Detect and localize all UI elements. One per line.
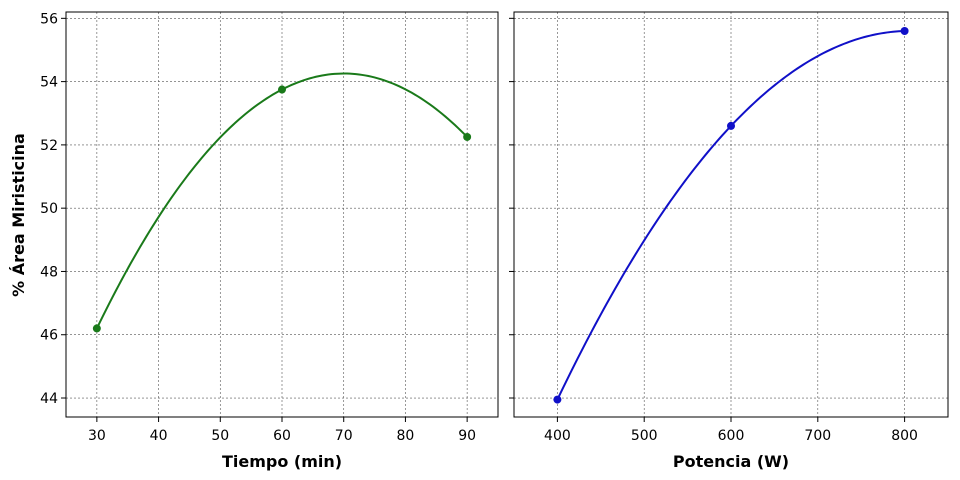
power-panel: 400 500 600 700 800 Potencia (W): [509, 11, 949, 471]
y-tick-label: 56: [40, 11, 58, 27]
y-tick-label: 48: [40, 264, 58, 280]
data-point: [278, 85, 286, 94]
y-tick-label: 52: [40, 138, 58, 154]
y-tick-label: 44: [40, 391, 58, 407]
y-tick-label: 50: [40, 201, 58, 217]
x-tick-label: 500: [631, 428, 658, 444]
x-tick-label: 400: [544, 428, 571, 444]
x-tick-label: 80: [397, 428, 415, 444]
y-tick-label: 54: [40, 75, 58, 91]
x-axis-label: Potencia (W): [673, 452, 789, 471]
y-tick-label: 46: [40, 328, 58, 344]
time-panel: 30 40 50 60 70 80 90 44 46 48 50 52 54 56 Tiempo (min): [40, 11, 499, 471]
x-tick-label: 50: [211, 428, 229, 444]
data-point: [463, 132, 472, 141]
y-axis-label: % Área Miristicina: [9, 133, 28, 297]
x-tick-label: 600: [718, 428, 745, 444]
x-tick-label: 40: [150, 428, 168, 444]
x-tick-label: 70: [335, 428, 353, 444]
data-point: [900, 26, 909, 35]
shared-y-axis-label-group: % Área Miristicina: [9, 133, 28, 297]
x-tick-label: 700: [804, 428, 831, 444]
x-tick-label: 800: [891, 428, 918, 444]
data-point: [92, 324, 101, 333]
x-tick-label: 90: [458, 428, 476, 444]
x-axis-label: Tiempo (min): [222, 452, 342, 471]
x-tick-label: 30: [88, 428, 106, 444]
data-point: [727, 121, 735, 130]
data-point: [553, 395, 562, 404]
x-tick-label: 60: [273, 428, 291, 444]
